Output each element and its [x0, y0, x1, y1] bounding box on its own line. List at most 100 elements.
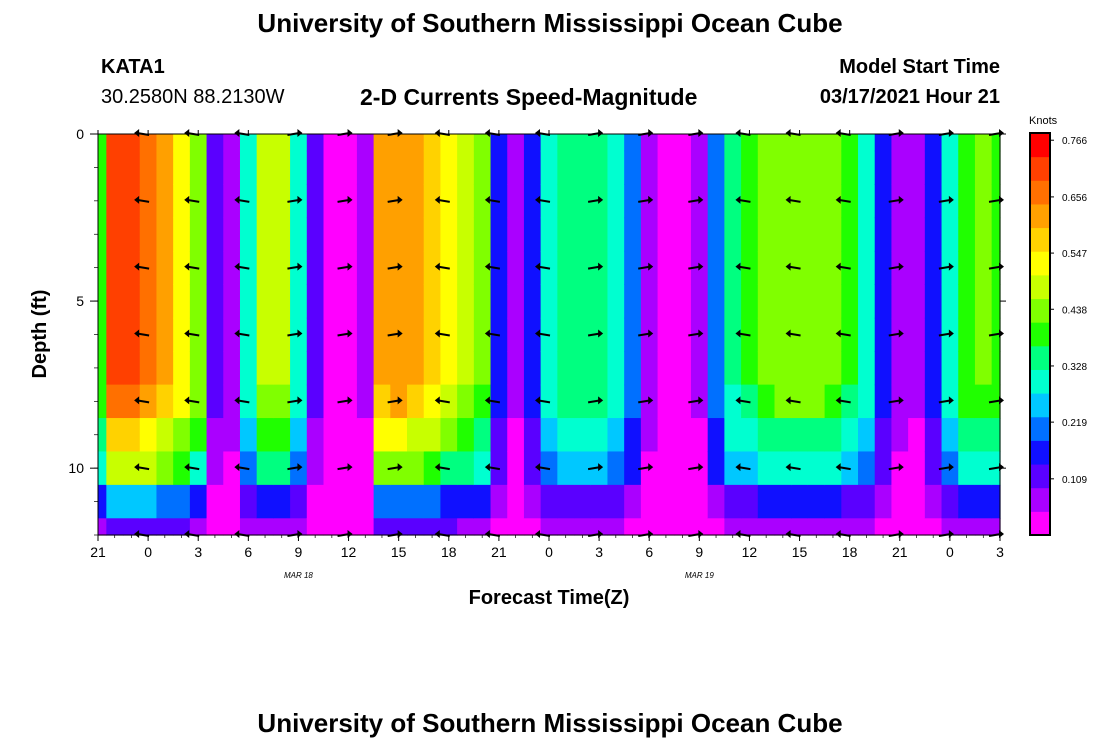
- heatmap-cell: [507, 317, 525, 352]
- x-tick-label: 6: [244, 544, 252, 560]
- heatmap-cell: [256, 250, 274, 285]
- heatmap-cell: [373, 484, 391, 519]
- heatmap-cell: [156, 451, 174, 486]
- heatmap-cell: [123, 384, 141, 419]
- heatmap-cell: [256, 134, 274, 152]
- heatmap-cell: [707, 250, 725, 285]
- station-coords: 30.2580N 88.2130W: [101, 86, 285, 108]
- heatmap-cell: [974, 451, 993, 486]
- heatmap-cell: [373, 384, 391, 419]
- heatmap-cell: [807, 217, 826, 252]
- heatmap-cell: [757, 484, 776, 519]
- heatmap-cell: [791, 484, 809, 519]
- colorbar-tick-label: 0.766: [1062, 136, 1087, 147]
- current-vector: [587, 195, 604, 204]
- heatmap-cell: [457, 250, 475, 285]
- heatmap-cell: [440, 418, 458, 453]
- heatmap-cell: [607, 351, 625, 386]
- heatmap-cell: [757, 284, 776, 319]
- heatmap-cell: [791, 150, 809, 185]
- heatmap-cell: [707, 518, 725, 536]
- current-vector: [888, 329, 904, 338]
- heatmap-cell: [490, 518, 508, 536]
- heatmap-cell: [874, 317, 893, 352]
- heatmap-cell: [523, 184, 542, 219]
- heatmap-cell: [273, 451, 291, 486]
- heatmap-cell: [390, 351, 408, 386]
- heatmap-cell: [908, 518, 926, 536]
- heatmap-cell: [557, 451, 575, 486]
- colorbar-tick-label: 0.547: [1062, 249, 1087, 260]
- heatmap-cell: [423, 384, 442, 419]
- heatmap-cell: [757, 250, 776, 285]
- heatmap-cell: [156, 518, 174, 536]
- current-vector: [835, 195, 851, 204]
- heatmap-cell: [607, 150, 625, 185]
- heatmap-cell: [724, 284, 742, 319]
- heatmap-cell: [98, 184, 107, 219]
- heatmap-cell: [791, 351, 809, 386]
- x-tick-label: 9: [695, 544, 703, 560]
- current-vector: [287, 262, 303, 271]
- main-title: University of Southern Mississippi Ocean…: [257, 8, 843, 38]
- heatmap-cell: [874, 284, 893, 319]
- heatmap-cell: [741, 134, 759, 152]
- heatmap-cell: [473, 384, 492, 419]
- heatmap-cell: [874, 217, 893, 252]
- heatmap-cell: [858, 134, 876, 152]
- current-vector: [888, 396, 904, 405]
- heatmap-cell: [540, 150, 558, 185]
- heatmap-cell: [457, 284, 475, 319]
- heatmap-cell: [624, 317, 642, 352]
- heatmap-cell: [106, 484, 124, 519]
- heatmap-cell: [440, 484, 458, 519]
- heatmap-cell: [557, 317, 575, 352]
- heatmap-cell: [707, 134, 725, 152]
- heatmap-cell: [473, 418, 492, 453]
- heatmap-cell: [189, 284, 208, 319]
- heatmap-cell: [473, 134, 492, 152]
- heatmap-cell: [123, 217, 141, 252]
- heatmap-cell: [340, 418, 358, 453]
- colorbar-swatch: [1030, 416, 1050, 441]
- heatmap-cell: [523, 451, 542, 486]
- current-vector: [835, 463, 851, 472]
- heatmap-cell: [908, 284, 926, 319]
- heatmap-cell: [574, 484, 592, 519]
- heatmap-cell: [189, 351, 208, 386]
- heatmap-cell: [206, 217, 224, 252]
- heatmap-cell: [473, 150, 492, 185]
- heatmap-cell: [523, 351, 542, 386]
- heatmap-cell: [807, 484, 826, 519]
- current-vector: [287, 396, 303, 405]
- heatmap-cell: [974, 217, 993, 252]
- heatmap-cell: [423, 250, 442, 285]
- heatmap-cell: [841, 351, 859, 386]
- current-vector: [938, 262, 954, 271]
- current-vector: [735, 262, 751, 271]
- heatmap-cell: [290, 284, 308, 319]
- heatmap-cell: [373, 250, 391, 285]
- heatmap-cell: [824, 351, 842, 386]
- heatmap-cell: [457, 217, 475, 252]
- current-vector: [134, 262, 150, 271]
- current-vector: [735, 329, 751, 338]
- heatmap-cell: [106, 150, 124, 185]
- heatmap-cell: [156, 317, 174, 352]
- footer-title: University of Southern Mississippi Ocean…: [257, 708, 843, 738]
- heatmap-cell: [674, 451, 692, 486]
- heatmap-cell: [690, 134, 709, 152]
- current-vector: [387, 396, 403, 405]
- heatmap-cell: [273, 150, 291, 185]
- heatmap-cell: [690, 418, 709, 453]
- heatmap-cell: [607, 418, 625, 453]
- heatmap-cell: [223, 134, 241, 152]
- heatmap-cell: [724, 351, 742, 386]
- heatmap-cell: [256, 217, 274, 252]
- heatmap-cell: [98, 384, 107, 419]
- heatmap-cell: [574, 451, 592, 486]
- heatmap-cell: [757, 184, 776, 219]
- current-vector: [735, 463, 751, 472]
- heatmap-cell: [407, 250, 425, 285]
- heatmap-cell: [173, 250, 191, 285]
